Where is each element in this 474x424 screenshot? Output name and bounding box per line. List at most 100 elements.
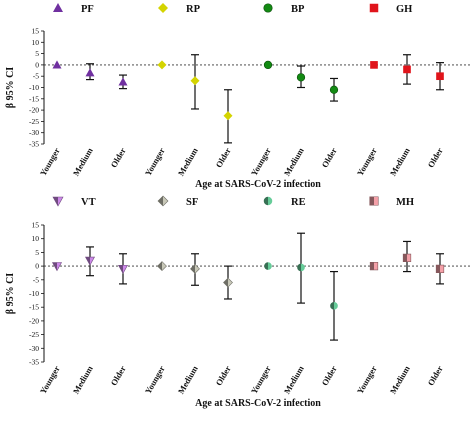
y-axis-title: β 95% CI xyxy=(5,67,16,108)
x-category-label: Younger xyxy=(38,364,62,396)
y-tick-label: -30 xyxy=(29,344,39,353)
legend-item-gh: GH xyxy=(369,3,412,15)
x-category-label: Medium xyxy=(388,364,412,396)
legend-label: SF xyxy=(186,197,198,208)
series-bp xyxy=(263,60,339,102)
data-point xyxy=(369,261,379,271)
data-point xyxy=(436,72,444,81)
data-point xyxy=(190,76,200,86)
x-axis-title: Age at SARS-CoV-2 infection xyxy=(195,179,321,190)
y-tick-label: 5 xyxy=(35,248,39,257)
y-tick-label: -35 xyxy=(29,358,39,367)
y-tick-label: 0 xyxy=(35,262,39,271)
x-category-label: Medium xyxy=(71,146,95,178)
y-tick-label: -15 xyxy=(29,303,39,312)
y-tick-label: -25 xyxy=(29,330,39,339)
legend-item-mh: MH xyxy=(369,196,414,208)
x-category-label: Younger xyxy=(143,364,167,396)
data-point xyxy=(157,60,167,70)
legend-label: RE xyxy=(291,197,306,208)
y-axis-title: β 95% CI xyxy=(5,273,16,314)
data-point xyxy=(223,277,233,288)
y-tick-label: -20 xyxy=(29,106,39,115)
data-point xyxy=(370,61,378,69)
x-category-label: Older xyxy=(425,146,444,170)
data-point xyxy=(264,262,272,270)
x-category-label: Medium xyxy=(176,364,200,396)
data-point xyxy=(157,261,167,272)
legend-marker xyxy=(263,3,273,13)
y-tick-label: -10 xyxy=(29,289,39,298)
series-sf xyxy=(157,253,233,300)
x-category-label: Younger xyxy=(249,146,273,178)
x-category-label: Older xyxy=(213,146,232,170)
x-category-label: Medium xyxy=(282,146,306,178)
data-point xyxy=(117,264,129,274)
x-category-label: Medium xyxy=(388,146,412,178)
data-point xyxy=(297,263,305,272)
y-tick-label: -20 xyxy=(29,316,39,325)
x-category-label: Medium xyxy=(71,364,95,396)
legend-label: PF xyxy=(81,4,94,15)
legend-item-bp: BP xyxy=(263,3,305,15)
legend-item-pf: PF xyxy=(53,3,94,15)
series-mh xyxy=(369,240,445,285)
y-tick-label: -30 xyxy=(29,128,39,137)
legend-label: GH xyxy=(396,4,412,15)
data-point xyxy=(403,65,411,74)
legend-marker xyxy=(158,3,168,13)
legend: VT SF RE MH xyxy=(52,195,414,208)
chart-panel-2: VT SF RE MH 15 10 5 0 -5 -10 -15 -20 -25 -30 -35 β 95% … xyxy=(5,195,470,409)
data-point xyxy=(118,77,128,86)
legend-label: VT xyxy=(81,197,96,208)
legend-item-sf: SF xyxy=(157,195,198,208)
x-category-label: Younger xyxy=(249,364,273,396)
data-point xyxy=(402,253,412,263)
y-tick-label: 0 xyxy=(35,60,39,69)
x-category-label: Medium xyxy=(176,146,200,178)
data-point xyxy=(435,264,445,273)
legend-item-rp: RP xyxy=(158,3,201,15)
legend-marker xyxy=(53,3,63,12)
legend-marker xyxy=(263,196,273,206)
legend-item-re: RE xyxy=(263,196,306,208)
y-tick-label: -15 xyxy=(29,94,39,103)
y-tick-label: 5 xyxy=(35,49,39,58)
legend: PF RP BP GH xyxy=(53,3,412,15)
y-tick-label: -5 xyxy=(33,275,39,284)
x-category-label: Older xyxy=(108,146,127,170)
legend-label: RP xyxy=(186,4,201,15)
data-point xyxy=(190,263,200,274)
data-point xyxy=(52,60,62,69)
x-axis-title: Age at SARS-CoV-2 infection xyxy=(195,398,321,409)
x-category-label: Older xyxy=(213,364,232,388)
x-category-label: Younger xyxy=(143,146,167,178)
legend-marker xyxy=(369,196,379,206)
data-point xyxy=(85,68,95,77)
data-point xyxy=(296,73,306,82)
y-axis: 15 10 5 0 -5 -10 -15 -20 -25 -30 -35 xyxy=(29,27,45,149)
legend-marker xyxy=(157,195,169,207)
x-category-label: Medium xyxy=(282,364,306,396)
legend-label: MH xyxy=(396,197,414,208)
data-point xyxy=(330,302,338,310)
chart-panel-1: PF RP BP GH 15 10 5 0 -5 -10 -15 -20 -25 -30 -35 β 95% … xyxy=(5,3,470,190)
x-category-label: Younger xyxy=(355,146,379,178)
y-tick-label: -10 xyxy=(29,83,39,92)
series-re xyxy=(264,232,338,341)
y-tick-label: 15 xyxy=(32,27,40,36)
data-point xyxy=(263,60,273,70)
x-category-label: Younger xyxy=(355,364,379,396)
data-point xyxy=(223,111,233,121)
series-pf xyxy=(52,60,128,90)
y-tick-label: 10 xyxy=(32,38,40,47)
legend-label: BP xyxy=(291,4,305,15)
x-category-label: Younger xyxy=(38,146,62,178)
y-tick-label: -35 xyxy=(29,140,39,149)
legend-item-vt: VT xyxy=(52,196,96,208)
data-point xyxy=(84,256,96,266)
legend-marker xyxy=(52,196,64,207)
series-vt xyxy=(51,246,129,285)
x-category-label: Older xyxy=(108,364,127,388)
